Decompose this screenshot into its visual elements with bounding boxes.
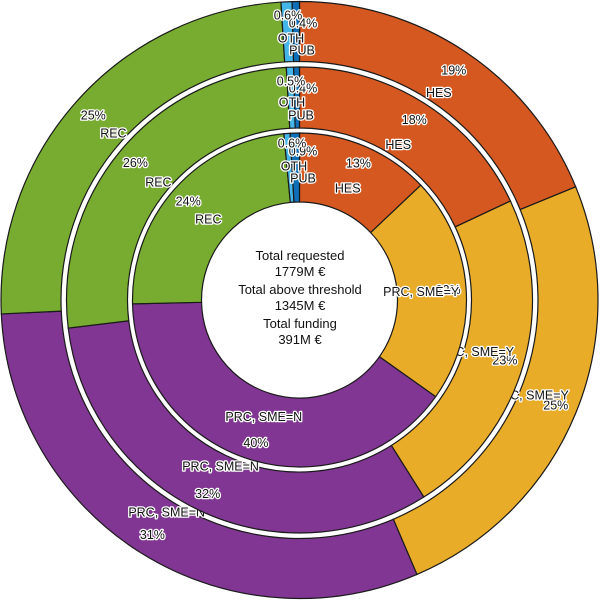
pct-label-inner-prc-sme-n-halo: 40% <box>243 436 268 450</box>
pct-label-outer-hes: 19% <box>441 64 466 78</box>
center-label-threshold: Total above threshold <box>238 282 362 297</box>
cat-label-inner-oth-halo: OTH <box>281 160 307 174</box>
pct-label-middle-pub-halo: 0.4% <box>289 82 318 96</box>
pct-label-inner-prc-sme-y-halo: 22% <box>436 283 461 297</box>
pct-label-middle-hes-halo: 18% <box>402 113 427 127</box>
cat-label-outer-rec-halo: REC <box>100 127 126 141</box>
cat-label-outer-rec: REC <box>100 127 126 141</box>
cat-label-outer-pub: PUB <box>289 44 315 58</box>
pct-label-middle-prc-sme-y-halo: 23% <box>492 354 517 368</box>
cat-label-middle-rec: REC <box>145 175 171 189</box>
cat-label-inner-pub-halo: PUB <box>290 172 316 186</box>
slice-middle-prc-sme-n <box>67 320 425 534</box>
center-label-funding: Total funding <box>263 316 337 331</box>
pct-label-middle-oth: 0.5% <box>277 75 306 89</box>
slice-middle-pub <box>293 66 301 129</box>
pct-label-inner-pub: 0.9% <box>289 145 318 159</box>
pct-label-outer-pub: 0.4% <box>289 17 318 31</box>
pct-label-outer-prc-sme-n: 31% <box>140 528 165 542</box>
pct-label-outer-hes-halo: 19% <box>441 64 466 78</box>
cat-label-inner-prc-sme-y-halo: PRC, SME=Y <box>383 285 460 299</box>
cat-label-middle-pub: PUB <box>288 109 314 123</box>
pct-label-inner-hes-halo: 13% <box>346 157 371 171</box>
pct-label-middle-prc-sme-n: 32% <box>195 487 220 501</box>
pct-label-middle-prc-sme-n-halo: 32% <box>195 487 220 501</box>
cat-label-inner-pub: PUB <box>290 172 316 186</box>
pct-label-inner-prc-sme-n: 40% <box>243 436 268 450</box>
cat-label-outer-pub-halo: PUB <box>289 44 315 58</box>
pct-label-middle-prc-sme-y: 23% <box>492 354 517 368</box>
cat-label-middle-oth-halo: OTH <box>279 96 305 110</box>
cat-label-middle-prc-sme-n-halo: PRC, SME=N <box>182 460 259 474</box>
pct-label-outer-prc-sme-y: 25% <box>543 399 568 413</box>
pct-label-inner-prc-sme-y: 22% <box>436 283 461 297</box>
pct-label-inner-rec: 24% <box>176 195 201 209</box>
cat-label-middle-rec-halo: REC <box>145 175 171 189</box>
pct-label-inner-hes: 13% <box>346 157 371 171</box>
center-value-threshold: 1345M € <box>274 298 326 313</box>
pct-label-middle-oth-halo: 0.5% <box>277 75 306 89</box>
center-pair-funding: Total funding 391M € <box>200 316 400 348</box>
pct-label-outer-prc-sme-n-halo: 31% <box>140 528 165 542</box>
slice-inner-rec <box>131 133 291 305</box>
cat-label-outer-hes-halo: HES <box>426 86 452 100</box>
cat-label-inner-prc-sme-n-halo: PRC, SME=N <box>225 410 302 424</box>
pct-label-middle-hes: 18% <box>402 113 427 127</box>
center-summary: Total requested 1779M € Total above thre… <box>200 248 400 350</box>
cat-label-outer-prc-sme-n-halo: PRC, SME=N <box>128 505 205 519</box>
pct-label-inner-oth-halo: 0.6% <box>278 137 307 151</box>
cat-label-inner-oth: OTH <box>281 160 307 174</box>
slice-inner-prc-sme-y <box>369 184 468 398</box>
pct-label-outer-rec-halo: 25% <box>81 109 106 123</box>
pct-label-middle-rec-halo: 26% <box>123 156 148 170</box>
cat-label-middle-oth: OTH <box>279 96 305 110</box>
slice-inner-pub <box>289 132 301 203</box>
pct-label-middle-pub: 0.4% <box>289 82 318 96</box>
slice-inner-prc-sme-n <box>131 301 437 468</box>
cat-label-outer-hes: HES <box>426 86 452 100</box>
center-pair-threshold: Total above threshold 1345M € <box>200 282 400 314</box>
pct-label-outer-oth-halo: 0.6% <box>274 9 303 23</box>
pct-label-outer-prc-sme-y-halo: 25% <box>543 399 568 413</box>
pct-label-inner-rec-halo: 24% <box>176 195 201 209</box>
cat-label-middle-hes-halo: HES <box>385 138 411 152</box>
pct-label-outer-oth: 0.6% <box>274 9 303 23</box>
pct-label-outer-rec: 25% <box>81 109 106 123</box>
cat-label-inner-hes: HES <box>335 181 361 195</box>
cat-label-inner-hes-halo: HES <box>335 181 361 195</box>
center-label-requested: Total requested <box>255 248 345 263</box>
cat-label-outer-oth-halo: OTH <box>278 32 304 46</box>
cat-label-middle-hes: HES <box>385 138 411 152</box>
center-value-funding: 391M € <box>278 332 322 347</box>
pct-label-inner-oth: 0.6% <box>278 137 307 151</box>
center-pair-requested: Total requested 1779M € <box>200 248 400 280</box>
cat-label-middle-pub-halo: PUB <box>288 109 314 123</box>
cat-label-middle-prc-sme-n: PRC, SME=N <box>182 460 259 474</box>
pct-label-inner-pub-halo: 0.9% <box>289 145 318 159</box>
slice-outer-pub <box>291 0 301 63</box>
cat-label-outer-prc-sme-n: PRC, SME=N <box>128 505 205 519</box>
cat-label-inner-prc-sme-y: PRC, SME=Y <box>383 285 460 299</box>
cat-label-outer-oth: OTH <box>278 32 304 46</box>
cat-label-inner-prc-sme-n: PRC, SME=N <box>225 410 302 424</box>
cat-label-inner-rec-halo: REC <box>195 212 221 226</box>
pct-label-middle-rec: 26% <box>123 156 148 170</box>
cat-label-inner-rec: REC <box>195 212 221 226</box>
pct-label-outer-pub-halo: 0.4% <box>289 17 318 31</box>
center-value-requested: 1779M € <box>274 264 326 279</box>
